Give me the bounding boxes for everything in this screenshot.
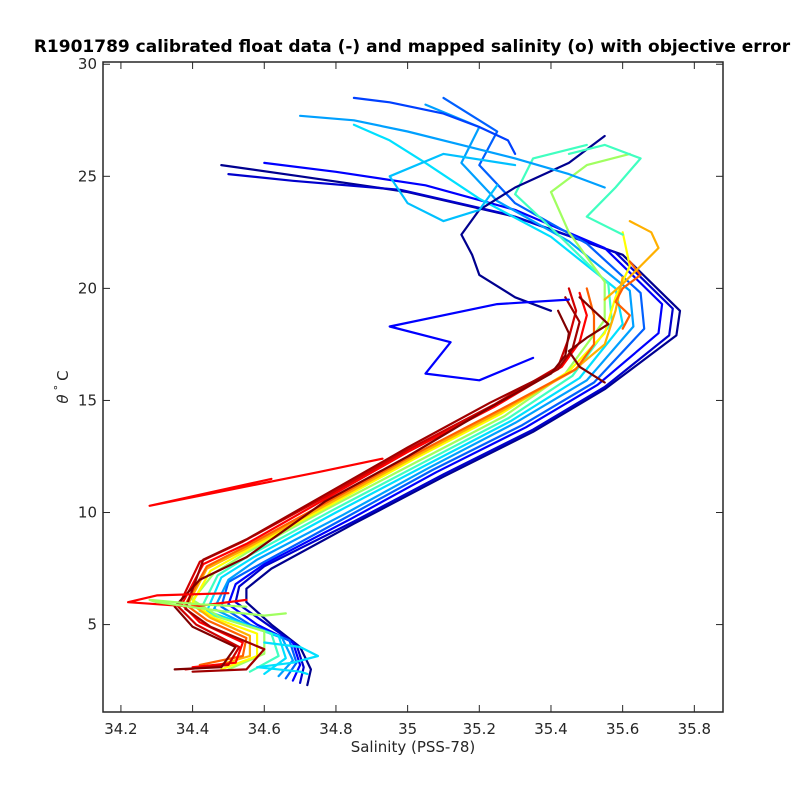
series-line-22 <box>256 641 320 676</box>
series-line-7 <box>191 152 631 671</box>
x-tick-label: 35.2 <box>463 720 496 738</box>
x-tick-label: 34.2 <box>104 720 137 738</box>
y-axis-label-symbol: θ <box>54 394 72 403</box>
series-line-8 <box>191 231 631 671</box>
y-axis: 5 10 15 20 25 30 <box>78 55 723 634</box>
series-line-10 <box>184 287 596 667</box>
series-line-24 <box>614 260 642 330</box>
y-tick-label: 25 <box>78 167 97 185</box>
y-axis-label: θ ° C <box>52 370 72 403</box>
series-line-26 <box>567 143 642 236</box>
series-line-23 <box>567 296 610 384</box>
y-axis-label-degree: ° <box>52 385 65 391</box>
series-line-25 <box>299 114 606 189</box>
plot-area <box>103 62 723 712</box>
x-tick-label: 35 <box>398 720 417 738</box>
x-tick-label: 34.8 <box>319 720 352 738</box>
x-tick-label: 35.4 <box>534 720 567 738</box>
series-line-16 <box>388 298 571 382</box>
x-tick-label: 35.6 <box>606 720 639 738</box>
y-tick-label: 15 <box>78 391 97 409</box>
y-tick-label: 5 <box>87 616 97 634</box>
series-line-27 <box>603 220 660 301</box>
series-line-17 <box>388 152 517 223</box>
x-axis: 34.2 34.4 34.6 34.8 35 35.2 35.4 35.6 35.8 <box>104 62 711 738</box>
series-line-18 <box>352 96 517 155</box>
series-line-9 <box>187 276 624 669</box>
series-line-19 <box>148 457 384 507</box>
y-axis-label-unit: C <box>54 370 72 380</box>
series-line-2 <box>227 161 664 682</box>
y-tick-label: 20 <box>78 279 97 297</box>
plot-frame <box>102 61 724 713</box>
chart-title: R1901789 calibrated float data (-) and m… <box>34 37 791 57</box>
series-layer <box>127 96 682 687</box>
series-line-1 <box>227 173 674 685</box>
x-tick-label: 35.8 <box>678 720 711 738</box>
series-line-14 <box>173 309 571 671</box>
x-axis-label: Salinity (PSS-78) <box>351 738 476 756</box>
series-line-15 <box>460 134 606 312</box>
x-tick-label: 34.6 <box>248 720 281 738</box>
y-tick-label: 30 <box>78 55 97 73</box>
y-tick-label: 10 <box>78 504 97 522</box>
x-tick-label: 34.4 <box>176 720 209 738</box>
series-line-21 <box>148 598 287 617</box>
